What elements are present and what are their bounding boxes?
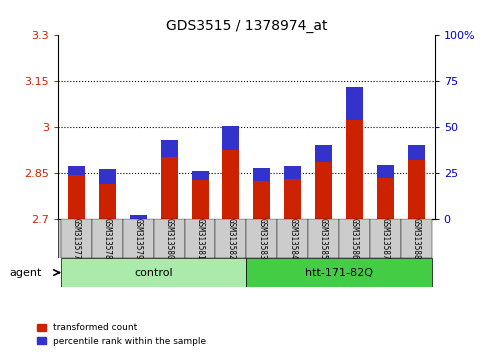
- Legend: transformed count, percentile rank within the sample: transformed count, percentile rank withi…: [33, 320, 210, 349]
- Bar: [253, 168, 270, 181]
- Bar: [161, 140, 178, 219]
- Text: GSM313579: GSM313579: [134, 218, 143, 260]
- Bar: [215, 219, 246, 258]
- Bar: [99, 170, 116, 184]
- Bar: [154, 219, 185, 258]
- Bar: [253, 168, 270, 219]
- Bar: [92, 219, 123, 258]
- Text: control: control: [134, 268, 173, 278]
- Bar: [308, 219, 339, 258]
- Bar: [130, 215, 147, 219]
- Text: GSM313588: GSM313588: [412, 218, 421, 260]
- Text: GSM313580: GSM313580: [165, 218, 173, 260]
- Bar: [246, 258, 432, 287]
- Bar: [222, 126, 240, 219]
- Bar: [339, 219, 370, 258]
- Bar: [123, 219, 154, 258]
- Bar: [68, 166, 85, 175]
- Bar: [61, 219, 92, 258]
- Bar: [284, 166, 301, 179]
- Text: GSM313586: GSM313586: [350, 218, 359, 260]
- Bar: [346, 87, 363, 219]
- Bar: [346, 87, 363, 120]
- Text: agent: agent: [10, 268, 42, 278]
- Text: GSM313583: GSM313583: [257, 218, 266, 260]
- Bar: [68, 166, 85, 219]
- Bar: [408, 145, 425, 219]
- Title: GDS3515 / 1378974_at: GDS3515 / 1378974_at: [166, 19, 327, 33]
- Text: GSM313577: GSM313577: [72, 218, 81, 260]
- Text: htt-171-82Q: htt-171-82Q: [305, 268, 373, 278]
- Bar: [315, 145, 332, 219]
- Bar: [408, 145, 425, 160]
- Text: GSM313581: GSM313581: [196, 218, 204, 260]
- Bar: [185, 219, 215, 258]
- Bar: [130, 215, 147, 222]
- Bar: [377, 165, 394, 178]
- Bar: [61, 258, 246, 287]
- Bar: [99, 170, 116, 219]
- Bar: [315, 145, 332, 162]
- Bar: [192, 171, 209, 219]
- Bar: [377, 165, 394, 219]
- Bar: [401, 219, 432, 258]
- Bar: [222, 126, 240, 150]
- Bar: [370, 219, 401, 258]
- Text: GSM313587: GSM313587: [381, 218, 390, 260]
- Bar: [246, 219, 277, 258]
- Bar: [277, 219, 308, 258]
- Text: GSM313585: GSM313585: [319, 218, 328, 260]
- Bar: [161, 140, 178, 157]
- Bar: [284, 166, 301, 219]
- Text: GSM313584: GSM313584: [288, 218, 297, 260]
- Text: GSM313582: GSM313582: [227, 218, 235, 260]
- Bar: [192, 171, 209, 180]
- Text: GSM313578: GSM313578: [103, 218, 112, 260]
